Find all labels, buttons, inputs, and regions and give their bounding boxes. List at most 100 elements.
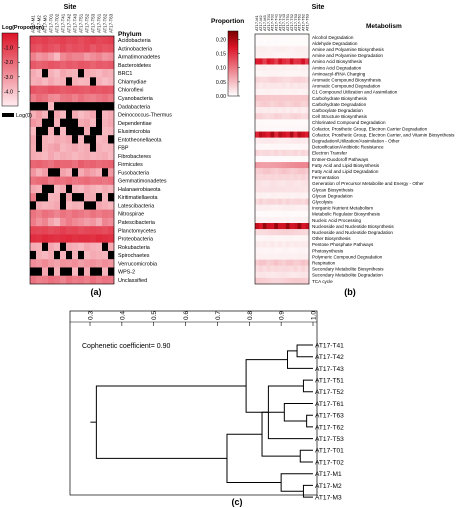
panel-b-cell (293, 241, 298, 248)
panel-b-cell (297, 88, 302, 96)
panel-b-row-label: Degradation/Utilization/Assimilation - O… (312, 139, 400, 144)
panel-a-heatmap-cells (29, 35, 115, 285)
panel-b-cell (255, 198, 260, 205)
panel-b-cell (270, 113, 275, 120)
panel-b-site-label: AT17-T61 (297, 14, 302, 31)
panel-a-cell (36, 201, 43, 210)
panel-b-cell (258, 216, 263, 224)
panel-b-cell (255, 131, 260, 138)
panel-a-cell (30, 267, 37, 276)
panel-b-cell (270, 94, 275, 102)
panel-b-cell (262, 137, 267, 144)
panel-c-label: (c) (232, 497, 243, 507)
panel-b-cell (282, 180, 287, 187)
panel-b-cell (255, 271, 260, 279)
panel-b-cell (274, 46, 279, 53)
panel-b-cell (255, 52, 260, 59)
panel-c-axis-tick-label: 0.3 (88, 311, 95, 320)
panel-b-cell (293, 101, 298, 108)
panel-b-row-label: Amine and Polyamine Biosynthesis (312, 47, 384, 52)
panel-b-cell (262, 131, 267, 138)
panel-c-branch (280, 473, 313, 492)
panel-b-cell (301, 64, 306, 71)
panel-b-cell (293, 40, 298, 47)
panel-b-cell (285, 149, 290, 157)
panel-b-cell (301, 198, 306, 205)
panel-a-cell (102, 36, 109, 45)
panel-a-cell (84, 102, 91, 111)
panel-b-cell (305, 94, 310, 102)
panel-b-cell (285, 235, 290, 242)
panel-a-cell (108, 52, 115, 61)
panel-a-cell (54, 36, 61, 45)
panel-a-cell (60, 126, 67, 136)
panel-a-row-label: Entotheonellaeota (118, 137, 161, 143)
panel-a-cell (48, 85, 55, 95)
panel-b-cell (270, 82, 275, 90)
panel-a-cell (102, 184, 109, 194)
panel-a-cell (90, 176, 97, 185)
panel-a-cell (48, 151, 55, 161)
panel-a-cell (48, 93, 55, 103)
panel-b-cell (305, 168, 310, 175)
panel-b-cell (255, 107, 260, 114)
panel-b-row-label: Fatty Acid and Lipid Degradation (312, 169, 379, 174)
panel-a-cell (108, 77, 115, 86)
panel-a-cell (84, 168, 91, 177)
panel-b-cell (270, 235, 275, 242)
panel-a-cell (30, 85, 37, 95)
panel-a-cell (66, 234, 73, 243)
panel-b-row-title: Metabolism (366, 23, 402, 30)
panel-a-cell (108, 217, 115, 227)
panel-a-cell (66, 36, 73, 45)
panel-a-cell (72, 60, 79, 70)
panel-a-cell (66, 176, 73, 185)
panel-a-cell (30, 176, 37, 185)
panel-a-cell (90, 85, 97, 95)
panel-b-cell (266, 216, 271, 224)
panel-b-row-label: Polymeric Compound Degradation (312, 254, 383, 259)
panel-a-cell (108, 176, 115, 185)
panel-b-cell (278, 253, 283, 260)
panel-b-cell (301, 70, 306, 77)
panel-a-cell (54, 69, 61, 78)
panel-b-cell (258, 253, 263, 260)
panel-a-cell (90, 184, 97, 194)
panel-a-cell (78, 250, 85, 260)
panel-b-cell (285, 247, 290, 254)
panel-c-leaf-label: AT17-T63 (315, 413, 344, 420)
panel-b-row-label: Entner-Duodoroff Pathways (312, 157, 369, 162)
panel-b-cell (255, 40, 260, 47)
panel-a-site-label: AT17-T53 (91, 13, 96, 33)
panel-b-cell (285, 259, 290, 266)
panel-a-cell (96, 143, 103, 152)
panel-a-cell (102, 226, 109, 235)
panel-a-cell (54, 160, 61, 169)
panel-b-cell (258, 88, 263, 96)
panel-b-cell (262, 253, 267, 260)
panel-a-cell (36, 234, 43, 243)
panel-b-cell (301, 162, 306, 169)
panel-b-row-label: Electron Transfer (312, 151, 347, 156)
panel-b-cell (278, 119, 283, 126)
panel-a-cell (60, 184, 67, 194)
panel-b-cell (301, 125, 306, 132)
panel-b-cell (305, 277, 310, 285)
panel-a-cell (96, 36, 103, 45)
panel-a-cell (66, 250, 73, 260)
panel-b-cell (289, 155, 294, 163)
panel-b-cell (278, 277, 283, 285)
panel-b-cell (266, 137, 271, 144)
panel-a-row-label: Bacteroidetes (118, 63, 151, 69)
panel-a-row-label: Kiritimatiellaeota (118, 195, 158, 201)
panel-b-cell (289, 174, 294, 181)
panel-a-cell (30, 60, 37, 70)
panel-a-row-title: Phylum (118, 31, 142, 38)
panel-a-cell (66, 193, 73, 202)
panel-b-cell (278, 210, 283, 218)
panel-b-cell (258, 198, 263, 205)
panel-a-cell (48, 242, 55, 252)
panel-b-cell (289, 101, 294, 108)
panel-b-cell (266, 58, 271, 65)
panel-b-row-label: Alcohol Degradation (312, 35, 354, 40)
